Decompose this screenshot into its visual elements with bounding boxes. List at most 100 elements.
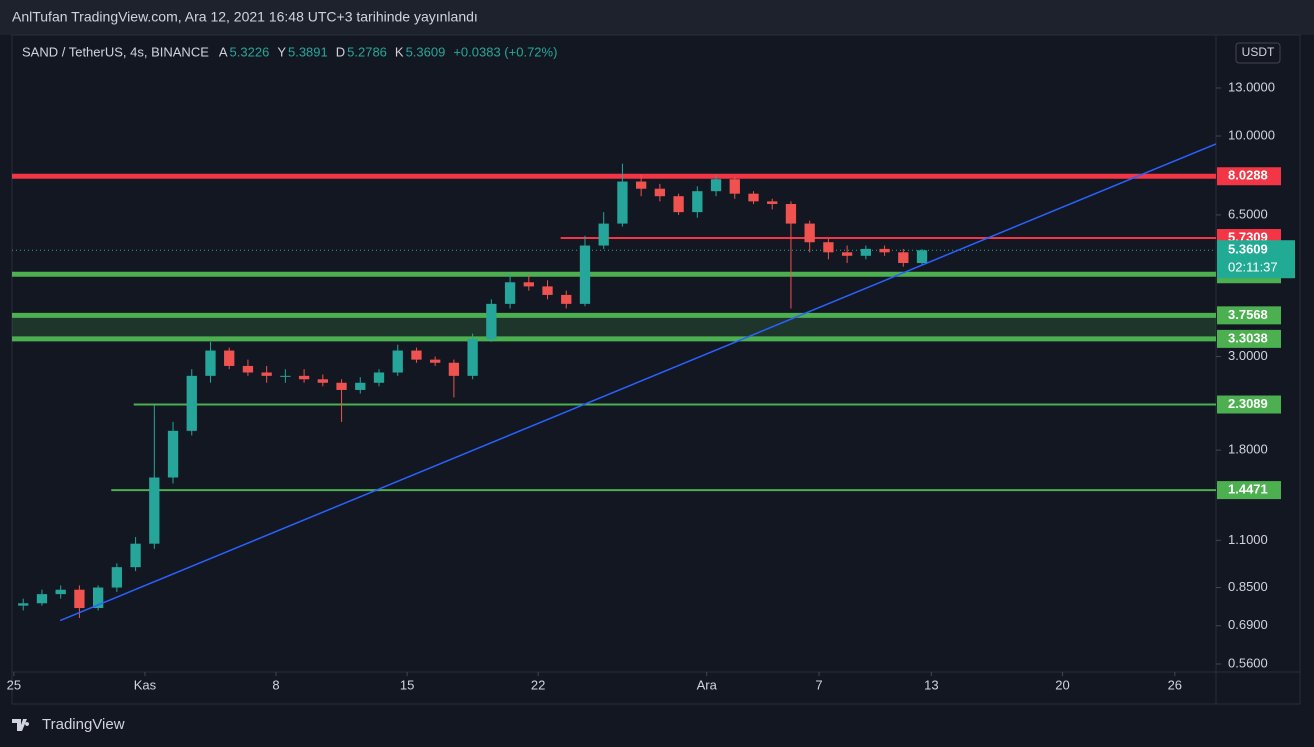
level-label-box	[1217, 395, 1281, 414]
y-tick-label: 0.6900	[1228, 617, 1268, 632]
candle-body	[261, 372, 272, 376]
candle-body	[598, 223, 609, 246]
candle-body	[636, 181, 647, 189]
ohlc-value: 5.2786	[347, 44, 387, 59]
candle-body	[355, 382, 366, 390]
currency: USDT	[1242, 45, 1275, 59]
candle-body	[92, 587, 104, 609]
candle-body	[916, 250, 928, 263]
candle-body	[18, 603, 29, 606]
logo	[12, 719, 30, 731]
ohlc-label: A	[219, 44, 228, 59]
y-tick-label: 6.5000	[1228, 206, 1268, 221]
candle-body	[841, 252, 853, 256]
candle-body	[561, 294, 572, 304]
candle-body	[542, 286, 553, 295]
x-tick-label: Ara	[697, 677, 718, 692]
ohlc-value: 5.3609	[406, 44, 446, 59]
header-title: AnlTufan TradingView.com, Ara 12, 2021 1…	[12, 9, 478, 25]
candle-body	[673, 196, 684, 213]
currency-box	[1235, 42, 1281, 64]
level-label-box	[1217, 481, 1281, 500]
last-price-box	[1217, 240, 1295, 279]
candle-body	[167, 430, 179, 478]
x-tick-label: Kas	[134, 677, 157, 692]
level-label-box	[1217, 167, 1281, 186]
candle-body	[280, 375, 291, 377]
plot-area	[12, 143, 1216, 622]
x-tick-label: 26	[1168, 677, 1182, 692]
x-tick-label: 15	[400, 677, 414, 692]
level-label: 3.3038	[1228, 330, 1268, 345]
y-tick-label: 0.5600	[1228, 655, 1268, 670]
candle-body	[504, 282, 516, 304]
candle-body	[74, 589, 85, 609]
y-tick-label: 13.0000	[1228, 79, 1275, 94]
candle-body	[823, 242, 834, 253]
header-bar	[0, 0, 1314, 35]
symbol: SAND / TetherUS, 4s, BINANCE	[22, 44, 209, 59]
y-tick-label: 3.0000	[1228, 348, 1268, 363]
trendline	[59, 143, 1216, 622]
y-tick-label: 1.8000	[1228, 442, 1268, 457]
candle-body	[373, 372, 385, 383]
x-tick-label: 13	[924, 677, 938, 692]
candle-body	[430, 359, 441, 363]
candle-body	[205, 350, 216, 376]
ohlc-label: Y	[277, 44, 286, 59]
change: +0.0383 (+0.72%)	[453, 44, 557, 59]
level-label: 8.0288	[1228, 168, 1268, 183]
candle-body	[486, 303, 497, 340]
candle-body	[523, 282, 534, 287]
level-label: 3.7568	[1228, 307, 1268, 322]
candle-body	[317, 379, 328, 383]
level-label-box	[1217, 329, 1281, 348]
candle-body	[898, 252, 909, 263]
candle-body	[748, 193, 759, 202]
candle-body	[55, 589, 66, 595]
candle-body	[860, 248, 871, 256]
candle-body	[729, 179, 740, 194]
candle-body	[767, 201, 778, 204]
candle-body	[879, 248, 890, 253]
candle-body	[36, 594, 48, 604]
candle-body	[111, 567, 123, 588]
candle-body	[467, 339, 478, 376]
candle-body	[224, 350, 235, 366]
candle-body	[804, 223, 815, 243]
candle-body	[392, 350, 403, 373]
footer-brand: TradingView	[42, 716, 125, 733]
candle-body	[654, 188, 666, 197]
ohlc-label: K	[395, 44, 404, 59]
candle-body	[130, 543, 141, 568]
candle-body	[448, 362, 460, 376]
ohlc-label: D	[336, 44, 345, 59]
level-label: 1.4471	[1228, 482, 1268, 497]
x-tick-label: 22	[531, 677, 545, 692]
level-label-box	[1217, 306, 1281, 325]
y-tick-label: 0.8500	[1228, 579, 1268, 594]
candle-body	[242, 365, 254, 373]
x-tick-label: 7	[815, 677, 822, 692]
candle-body	[186, 375, 197, 431]
zone	[12, 315, 1216, 339]
candle-body	[617, 181, 628, 224]
ohlc-value: 5.3226	[230, 44, 270, 59]
candle-body	[785, 203, 797, 224]
candle-body	[710, 179, 722, 192]
last-price-label: 5.3609	[1228, 242, 1268, 257]
chart-frame	[11, 34, 1301, 705]
ohlc-value: 5.3891	[288, 44, 328, 59]
candle-body	[298, 375, 310, 380]
candle-body	[149, 477, 160, 544]
candle-body	[411, 350, 422, 360]
countdown: 02:11:37	[1228, 260, 1278, 275]
candle-body	[336, 382, 347, 390]
y-tick-label: 1.1000	[1228, 532, 1268, 547]
x-tick-label: 20	[1055, 677, 1069, 692]
x-tick-label: 8	[272, 677, 279, 692]
level-label: 2.3089	[1228, 396, 1268, 411]
x-tick-label: 25	[7, 677, 21, 692]
